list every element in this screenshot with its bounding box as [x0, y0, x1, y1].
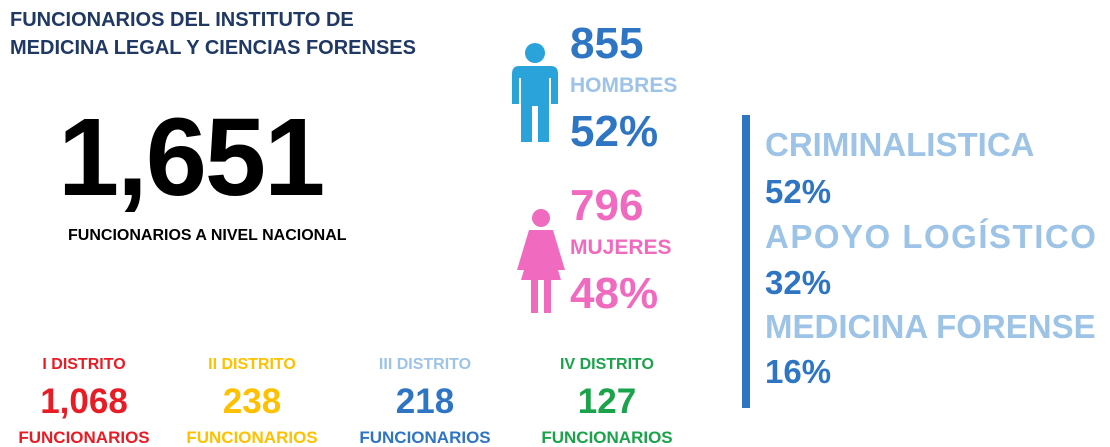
area-percent: 32%: [765, 264, 832, 301]
area-name: APOYO LOGÍSTICO: [765, 218, 1098, 255]
women-count: 796: [570, 181, 644, 230]
district-unit: FUNCIONARIOS: [359, 428, 491, 447]
district-name: I DISTRITO: [42, 356, 126, 373]
area-name: MEDICINA FORENSE: [765, 308, 1096, 345]
man-icon: [512, 43, 558, 142]
men-label: HOMBRES: [570, 74, 678, 97]
area-percent: 52%: [765, 173, 832, 210]
district-unit: FUNCIONARIOS: [541, 428, 673, 447]
title-line: MEDICINA LEGAL Y CIENCIAS FORENSES: [10, 37, 416, 59]
total-value: 1,651: [58, 96, 325, 219]
women-label: MUJERES: [570, 236, 672, 259]
men-count: 855: [570, 19, 644, 68]
district-count: 218: [395, 382, 455, 421]
women-percent: 48%: [570, 269, 659, 318]
district-unit: FUNCIONARIOS: [18, 428, 150, 447]
district-name: III DISTRITO: [378, 356, 472, 373]
district-count: 1,068: [40, 382, 128, 421]
area-name: CRIMINALISTICA: [765, 126, 1035, 163]
woman-icon: [517, 209, 565, 313]
title-line: FUNCIONARIOS DEL INSTITUTO DE: [10, 9, 354, 31]
district-count: 127: [577, 382, 637, 421]
district-unit: FUNCIONARIOS: [186, 428, 318, 447]
men-percent: 52%: [570, 107, 659, 156]
total-label: FUNCIONARIOS A NIVEL NACIONAL: [68, 227, 347, 244]
area-percent: 16%: [765, 353, 832, 390]
district-name: II DISTRITO: [208, 356, 296, 373]
district-name: IV DISTRITO: [560, 356, 654, 373]
divider-bar: [742, 115, 750, 408]
district-count: 238: [222, 382, 282, 421]
